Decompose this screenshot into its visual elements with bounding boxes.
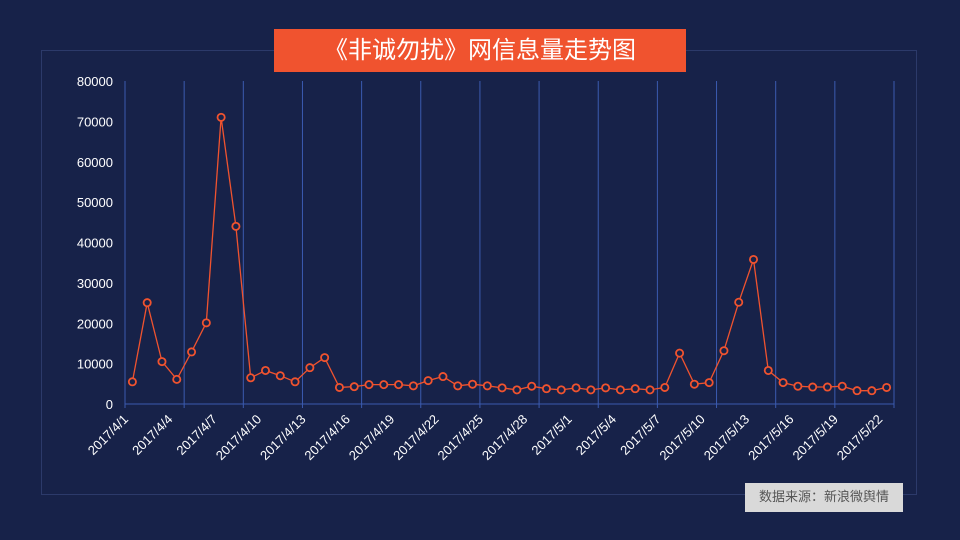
x-tick-label: 2017/4/4 <box>129 412 175 458</box>
x-tick-label: 2017/4/22 <box>390 412 442 464</box>
y-tick-label: 30000 <box>77 276 113 291</box>
data-point <box>172 374 182 384</box>
y-tick-label: 60000 <box>77 155 113 170</box>
data-point <box>497 383 507 393</box>
x-tick-label: 2017/5/22 <box>834 412 886 464</box>
data-point <box>275 371 285 381</box>
data-point <box>778 378 788 388</box>
y-tick-label: 20000 <box>77 316 113 331</box>
data-point <box>231 221 241 231</box>
data-point <box>290 377 300 387</box>
data-series <box>127 112 892 396</box>
data-point <box>630 384 640 394</box>
data-point <box>808 382 818 392</box>
data-point <box>867 386 877 396</box>
data-point <box>837 381 847 391</box>
data-point <box>675 348 685 358</box>
data-point <box>423 376 433 386</box>
data-point <box>793 381 803 391</box>
x-tick-label: 2017/4/16 <box>301 412 353 464</box>
data-point <box>305 363 315 373</box>
x-tick-label: 2017/5/19 <box>789 412 841 464</box>
data-point <box>704 378 714 388</box>
x-axis: 2017/4/12017/4/42017/4/72017/4/102017/4/… <box>85 412 886 464</box>
data-source-label: 数据来源：新浪微舆情 <box>745 483 903 512</box>
data-point <box>615 385 625 395</box>
data-point <box>157 357 167 367</box>
x-tick-label: 2017/4/19 <box>346 412 398 464</box>
data-point <box>364 380 374 390</box>
data-point <box>349 382 359 392</box>
data-point <box>201 318 211 328</box>
y-tick-label: 40000 <box>77 236 113 251</box>
data-point <box>246 373 256 383</box>
data-point <box>187 347 197 357</box>
data-point <box>556 385 566 395</box>
y-tick-label: 50000 <box>77 195 113 210</box>
y-tick-label: 70000 <box>77 114 113 129</box>
data-point <box>142 298 152 308</box>
data-point <box>749 254 759 264</box>
series-line <box>131 117 887 392</box>
data-point <box>127 377 137 387</box>
data-point <box>334 382 344 392</box>
data-point <box>660 382 670 392</box>
data-point <box>394 380 404 390</box>
chart-title: 《非诚勿扰》网信息量走势图 <box>274 29 686 72</box>
data-point <box>822 382 832 392</box>
x-tick-label: 2017/4/25 <box>435 412 487 464</box>
data-point <box>453 381 463 391</box>
data-point <box>734 297 744 307</box>
data-point <box>586 385 596 395</box>
x-tick-label: 2017/4/28 <box>479 412 531 464</box>
data-point <box>763 365 773 375</box>
y-axis: 0 10000 20000 30000 40000 50000 60000 70000 8000… <box>77 74 113 412</box>
x-tick-label: 2017/4/10 <box>213 412 265 464</box>
data-point <box>408 381 418 391</box>
data-point <box>260 365 270 375</box>
x-tick-label: 2017/4/13 <box>257 412 309 464</box>
y-tick-label: 10000 <box>77 357 113 372</box>
data-point <box>882 382 892 392</box>
y-tick-label: 80000 <box>77 74 113 89</box>
data-point <box>541 384 551 394</box>
data-point <box>601 383 611 393</box>
data-point <box>216 112 226 122</box>
data-point <box>468 379 478 389</box>
x-tick-label: 2017/5/13 <box>701 412 753 464</box>
data-point <box>852 386 862 396</box>
data-point <box>527 381 537 391</box>
data-point <box>645 385 655 395</box>
data-point <box>719 346 729 356</box>
x-tick-label: 2017/5/4 <box>573 412 619 458</box>
data-point <box>512 385 522 395</box>
data-point <box>320 353 330 363</box>
gridlines <box>124 81 895 408</box>
y-tick-label: 0 <box>106 397 113 412</box>
x-tick-label: 2017/4/1 <box>85 412 131 458</box>
x-tick-label: 2017/5/16 <box>745 412 797 464</box>
data-point <box>482 381 492 391</box>
data-point <box>571 383 581 393</box>
data-point <box>438 372 448 382</box>
data-point <box>379 380 389 390</box>
data-point <box>689 379 699 389</box>
x-tick-label: 2017/5/1 <box>528 412 574 458</box>
x-tick-label: 2017/5/10 <box>656 412 708 464</box>
